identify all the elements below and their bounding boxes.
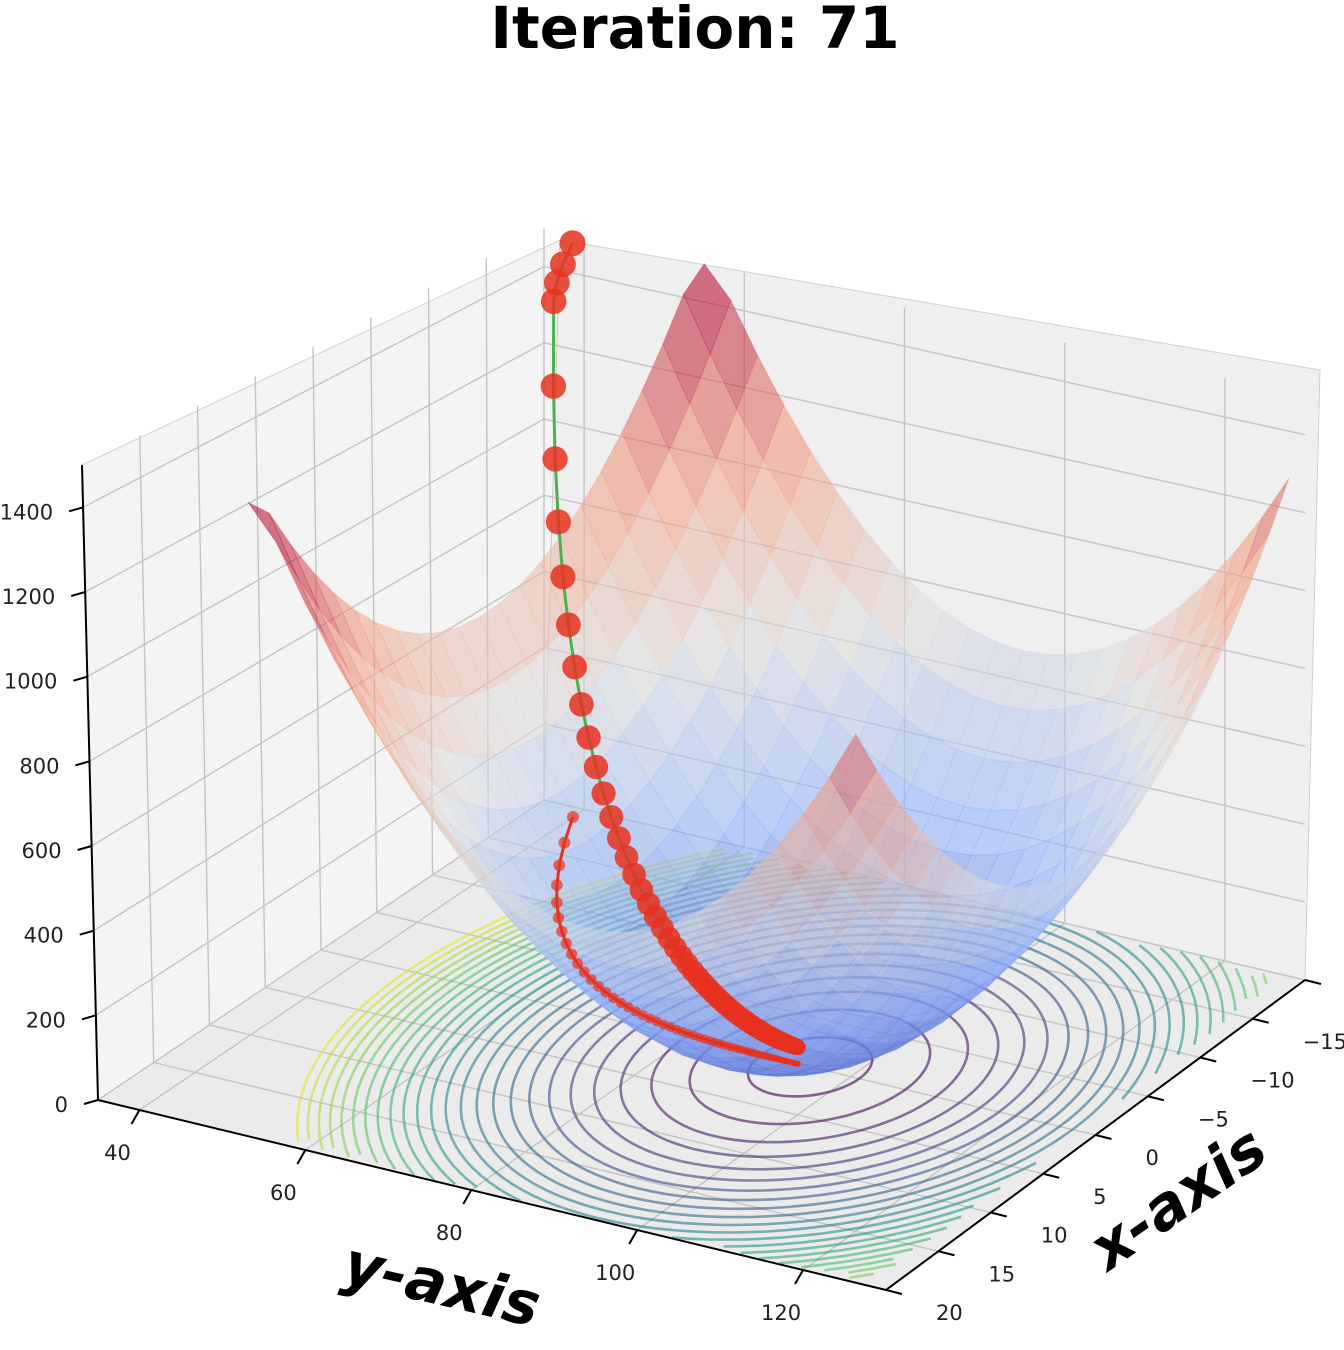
x-tick-label: 5 [1093, 1185, 1106, 1209]
projected-path-point [566, 810, 579, 823]
chart-title: Iteration: 71 [490, 0, 900, 62]
z-tick-label: 800 [19, 754, 59, 778]
contour-projection [295, 847, 1268, 1280]
x-tick [1200, 1056, 1217, 1063]
projected-path-point [552, 912, 565, 924]
y-tick [628, 1229, 639, 1245]
descent-path-point [545, 509, 571, 535]
y-axis-label: y-axis [337, 1228, 547, 1341]
descent-path-point [583, 754, 609, 780]
projected-path-point [572, 957, 584, 970]
y-tick-label: 40 [104, 1141, 131, 1165]
z-tick-label: 0 [55, 1093, 68, 1117]
y-tick [130, 1109, 141, 1125]
x-tick [1252, 1017, 1269, 1024]
z-axis-line [81, 464, 99, 1101]
projected-path-point [600, 987, 612, 998]
z-tick [68, 506, 84, 513]
projected-path-point [608, 992, 619, 1004]
z-tick-label: 200 [26, 1008, 66, 1032]
projected-path-point [565, 948, 578, 960]
descent-path-point [540, 288, 567, 315]
y-tick-label: 60 [270, 1181, 297, 1205]
loss-surface [247, 262, 1290, 1077]
y-tick-label: 120 [761, 1301, 801, 1325]
projected-path-point [578, 966, 590, 978]
z-tick [83, 1099, 99, 1105]
x-tick [885, 1289, 903, 1295]
x-tick-label: −5 [1198, 1107, 1229, 1131]
y-tick [794, 1269, 804, 1285]
descent-path-point [559, 230, 586, 257]
z-tick-label: 400 [24, 924, 64, 948]
y-tick [462, 1189, 473, 1205]
descent-path-point [576, 725, 601, 750]
z-tick-label: 1400 [0, 500, 53, 524]
descent-path-point [555, 612, 581, 638]
x-tick-label: −10 [1250, 1069, 1294, 1093]
x-tick [990, 1211, 1007, 1218]
z-tick-label: 600 [22, 839, 62, 863]
projected-path-point [558, 836, 571, 849]
projected-path-point [556, 925, 568, 938]
descent-path-point [599, 804, 624, 830]
z-tick [81, 1014, 97, 1021]
x-tick [938, 1250, 955, 1257]
z-tick [73, 675, 88, 682]
x-tick-label: 15 [988, 1262, 1015, 1286]
x-tick-label: 10 [1041, 1224, 1068, 1248]
z-tick [70, 591, 86, 597]
z-tick [75, 760, 90, 767]
descent-path-point [606, 826, 631, 851]
y-tick-label: 80 [436, 1221, 463, 1245]
projected-path-point [593, 980, 604, 992]
descent-path-point [542, 446, 568, 472]
projected-path-point [551, 896, 563, 909]
projected-path-point [585, 974, 597, 985]
x-tick [1042, 1172, 1060, 1179]
surface-patch [828, 733, 878, 814]
descent-path-point [569, 692, 594, 717]
y-tick [296, 1149, 307, 1165]
z-tick-label: 1000 [4, 670, 57, 694]
descent-path-point [789, 1039, 806, 1056]
y-tick-label: 100 [595, 1261, 635, 1285]
z-tick [79, 929, 95, 936]
descent-path [540, 230, 806, 1056]
descent-path-point [550, 564, 576, 590]
descent-path-point [540, 373, 567, 399]
x-tick-label: 0 [1146, 1146, 1159, 1170]
descent-path-point [562, 654, 587, 680]
projected-path-point [553, 859, 566, 872]
y-axis-line [97, 1099, 887, 1291]
x-tick [1095, 1134, 1112, 1140]
projected-path-point [794, 1060, 801, 1067]
x-tick [1304, 979, 1322, 985]
x-tick [1147, 1095, 1165, 1102]
projected-path [551, 810, 801, 1067]
z-tick [77, 845, 92, 851]
x-tick-label: 20 [936, 1301, 963, 1325]
projected-path-point [551, 879, 563, 891]
z-tick-label: 1200 [2, 585, 55, 609]
x-tick-label: −15 [1303, 1030, 1344, 1054]
projected-path-point [560, 937, 572, 950]
descent-path-point [591, 781, 616, 806]
